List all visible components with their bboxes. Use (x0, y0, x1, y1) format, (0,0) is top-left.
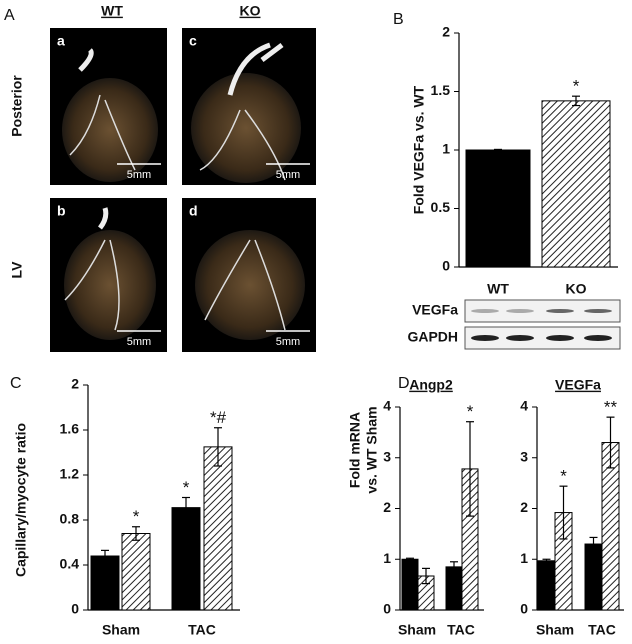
annotation: * (183, 478, 190, 497)
image-letter: a (57, 33, 65, 49)
bar (584, 543, 603, 611)
y-tick-label: 2 (442, 24, 450, 40)
y-tick-label: 1.5 (431, 82, 451, 98)
y-tick-label: 2 (383, 499, 391, 515)
column-label: KO (240, 3, 261, 19)
image-letter: c (189, 33, 197, 49)
y-tick-label: 0.4 (60, 556, 80, 572)
panel-letter: B (393, 11, 404, 28)
y-tick-label: 0 (71, 601, 79, 617)
y-tick-label: 1 (520, 550, 528, 566)
y-tick-label: 0 (520, 601, 528, 617)
annotation: * (467, 402, 474, 421)
annotation: * (573, 77, 580, 96)
y-tick-label: 3 (520, 448, 528, 464)
y-tick-label: 1 (442, 141, 450, 157)
scale-label: 5mm (276, 336, 300, 348)
y-axis-label: Fold mRNA (347, 412, 363, 488)
panel-letter: A (4, 7, 15, 24)
heart (64, 230, 156, 340)
y-axis-label: Fold VEGFa vs. WT (411, 85, 427, 214)
scale-label: 5mm (127, 336, 151, 348)
image-letter: b (57, 203, 66, 219)
y-tick-label: 4 (520, 398, 528, 414)
y-tick-label: 2 (71, 376, 79, 392)
y-tick-label: 2 (520, 499, 528, 515)
annotation: * (560, 467, 567, 486)
x-tick-label: TAC (188, 622, 216, 638)
blot-band (584, 335, 612, 341)
y-tick-label: 0.8 (60, 511, 80, 527)
heart (62, 78, 158, 182)
chart-title: Angp2 (409, 377, 453, 393)
y-axis-label: vs. WT Sham (364, 406, 380, 493)
blot-band (471, 335, 499, 341)
y-tick-label: 1 (383, 550, 391, 566)
column-label: WT (101, 3, 123, 19)
vessel (78, 42, 284, 230)
blot-box (464, 299, 621, 323)
x-tick-label: WT (487, 281, 509, 297)
blot-label: VEGFa (412, 302, 458, 318)
x-tick-label: TAC (447, 622, 475, 638)
x-tick-label: TAC (588, 622, 616, 638)
heart (195, 230, 305, 340)
bar (121, 533, 151, 611)
heart (191, 73, 301, 183)
x-tick-label: Sham (536, 622, 574, 638)
y-tick-label: 1.2 (60, 466, 80, 482)
scale-label: 5mm (276, 169, 300, 181)
bar (537, 560, 556, 611)
bar (465, 149, 531, 268)
blot-band (506, 335, 534, 341)
x-tick-label: Sham (102, 622, 140, 638)
blot-band (546, 309, 574, 313)
y-tick-label: 3 (383, 448, 391, 464)
vessel (64, 94, 286, 331)
y-tick-label: 0 (442, 258, 450, 274)
bar (90, 555, 120, 611)
chart-title: VEGFa (555, 377, 601, 393)
y-tick-label: 1.6 (60, 421, 80, 437)
bar (541, 100, 611, 268)
image-letter: d (189, 203, 198, 219)
annotation: ** (604, 398, 618, 417)
panel-letter: C (10, 375, 22, 392)
blot-band (546, 335, 574, 341)
scale-label: 5mm (127, 169, 151, 181)
row-label: LV (9, 261, 25, 279)
photo-grid (50, 28, 316, 352)
blot-label: GAPDH (407, 329, 458, 345)
blot-band (506, 309, 534, 313)
annotation: *# (210, 408, 227, 427)
annotation: * (133, 507, 140, 526)
x-tick-label: Sham (398, 622, 436, 638)
y-tick-label: 4 (383, 398, 391, 414)
row-label: Posterior (9, 75, 25, 137)
bar (445, 566, 463, 611)
y-axis-label: Capillary/myocyte ratio (13, 423, 29, 577)
bar (171, 507, 201, 611)
blot-band (471, 309, 499, 313)
bar (203, 446, 233, 611)
bar (401, 558, 419, 611)
x-tick-label: KO (566, 281, 587, 297)
blot-box (464, 326, 621, 350)
y-tick-label: 0.5 (431, 199, 451, 215)
blot-band (584, 309, 612, 313)
panel-letter: D (398, 375, 410, 392)
y-tick-label: 0 (383, 601, 391, 617)
